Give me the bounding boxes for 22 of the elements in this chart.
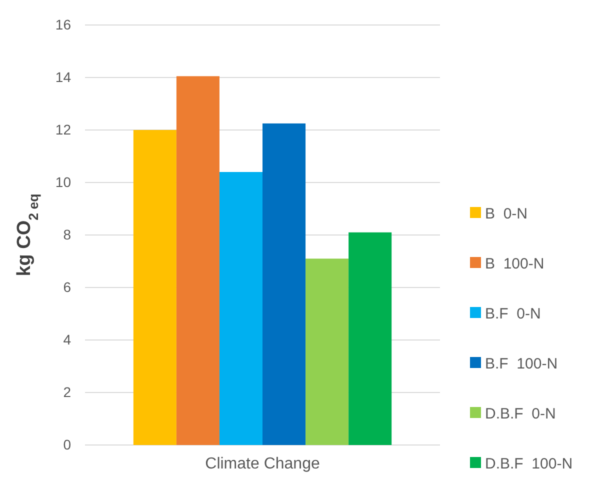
- y-tick-label: 0: [63, 436, 72, 452]
- y-tick-label: 16: [55, 16, 72, 32]
- legend-label: D.B.F 0-N: [485, 405, 556, 422]
- y-tick-label: 2: [63, 384, 72, 400]
- bar: [348, 232, 392, 445]
- x-tick-label: Climate Change: [205, 455, 320, 472]
- y-tick-label: 14: [55, 68, 72, 85]
- y-tick-label: 12: [55, 121, 72, 138]
- legend-label: B 0-N: [485, 205, 528, 222]
- bar: [306, 258, 349, 445]
- bar: [219, 172, 262, 445]
- bar: [262, 123, 306, 445]
- legend-label: D.B.F 100-N: [485, 455, 573, 472]
- y-tick-label: 10: [55, 174, 72, 190]
- legend-label: B.F 100-N: [485, 355, 558, 372]
- y-tick-label: 8: [63, 226, 72, 242]
- y-tick-label: 4: [63, 331, 72, 348]
- legend-label: B.F 0-N: [485, 305, 541, 322]
- legend-label: B 100-N: [485, 255, 544, 272]
- y-tick-label: 6: [63, 278, 72, 295]
- bar: [133, 130, 176, 445]
- bar: [176, 76, 220, 445]
